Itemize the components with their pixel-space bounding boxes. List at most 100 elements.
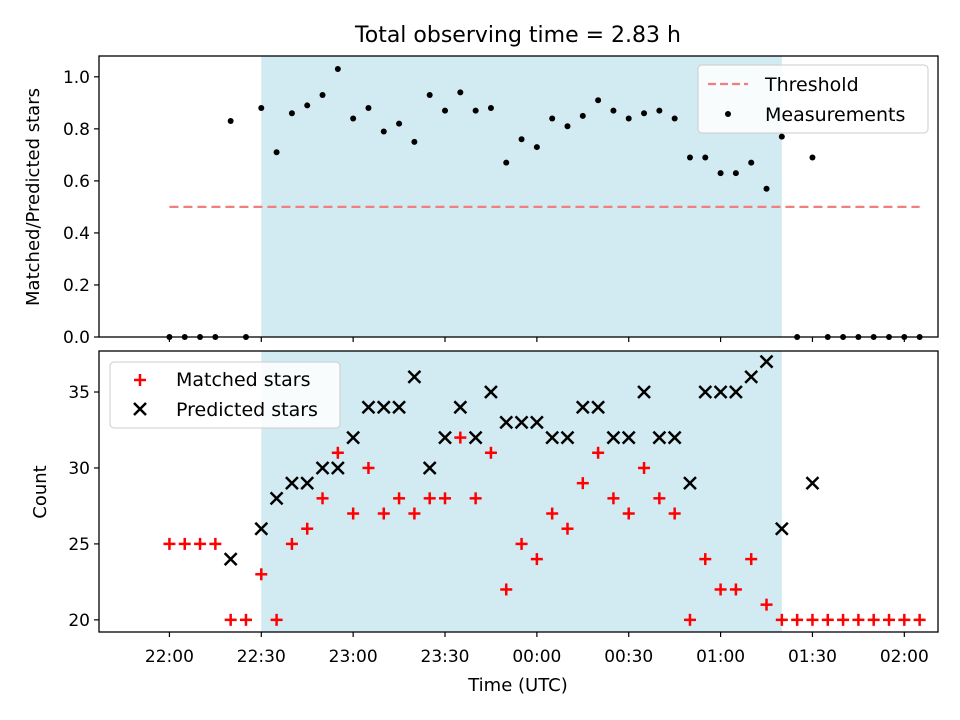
measurement-point xyxy=(334,66,341,73)
top-panel: 0.0 0.2 0.4 0.6 0.8 1.0 Matched/Predicted sta… xyxy=(23,55,939,348)
y-tick-label: 0.8 xyxy=(63,120,90,140)
predicted-stars-point xyxy=(774,521,789,536)
x-tick-label: 22:00 xyxy=(145,647,194,667)
y-tick-label: 30 xyxy=(68,459,90,479)
predicted-stars-point xyxy=(560,430,575,445)
matched-stars-point xyxy=(729,583,742,596)
measurement-point xyxy=(763,185,770,192)
matched-stars-point xyxy=(454,431,467,444)
matched-stars-point xyxy=(546,507,559,520)
legend-measurements-label: Measurements xyxy=(765,104,905,126)
measurement-point xyxy=(503,159,510,166)
matched-stars-point xyxy=(883,613,896,626)
measurement-point xyxy=(396,120,403,127)
measurement-point xyxy=(717,170,724,177)
top-plot-frame xyxy=(98,55,939,338)
measurement-point xyxy=(564,123,571,130)
predicted-stars-point xyxy=(330,461,345,475)
matched-stars-point xyxy=(439,492,452,505)
matched-stars-point xyxy=(209,537,222,550)
matched-stars-point xyxy=(484,446,497,459)
top-y-ticks: 0.0 0.2 0.4 0.6 0.8 1.0 xyxy=(63,68,905,348)
measurement-point xyxy=(656,107,663,114)
predicted-stars-point xyxy=(407,369,422,384)
bottom-shaded-span xyxy=(261,351,782,632)
measurement-point xyxy=(579,112,586,119)
matched-stars-point xyxy=(301,522,314,535)
top-legend: Threshold Measurements xyxy=(697,64,929,134)
bottom-plot-frame xyxy=(98,350,939,633)
matched-stars-point xyxy=(653,492,666,505)
y-tick-label: 0.2 xyxy=(63,276,90,296)
count-points xyxy=(163,354,926,626)
matched-stars-point xyxy=(255,568,268,581)
matched-stars-point xyxy=(423,492,436,505)
legend-predicted-swatch xyxy=(133,402,147,416)
x-tick-label: 01:30 xyxy=(788,647,837,667)
matched-stars-point xyxy=(745,553,758,566)
matched-stars-point xyxy=(714,583,727,596)
x-axis-label: Time (UTC) xyxy=(467,675,568,696)
predicted-stars-point xyxy=(545,430,560,445)
predicted-stars-point xyxy=(637,385,651,399)
predicted-stars-point xyxy=(514,415,529,430)
predicted-stars-point xyxy=(805,476,820,491)
matched-stars-point xyxy=(239,613,252,626)
legend-measurements-swatch xyxy=(725,111,731,117)
measurement-point xyxy=(442,107,449,114)
predicted-stars-point xyxy=(468,430,483,445)
measurement-point xyxy=(641,110,648,117)
y-tick-label: 20 xyxy=(68,611,90,631)
measurement-point xyxy=(595,97,602,104)
predicted-stars-point xyxy=(285,476,299,491)
predicted-stars-point xyxy=(315,461,330,475)
y-tick-label: 0.0 xyxy=(63,328,90,348)
matched-stars-point xyxy=(469,492,482,505)
measurement-point xyxy=(426,92,433,99)
measurement-point xyxy=(472,107,479,114)
measurement-point xyxy=(533,144,540,151)
predicted-stars-point xyxy=(269,491,284,506)
matched-stars-point xyxy=(500,583,513,596)
measurement-point xyxy=(227,118,234,125)
predicted-stars-point xyxy=(529,415,544,430)
x-tick-label: 23:30 xyxy=(421,647,470,667)
matched-stars-point xyxy=(163,537,176,550)
matched-stars-point xyxy=(607,492,620,505)
measurement-point xyxy=(304,102,311,109)
matched-stars-point xyxy=(178,537,191,550)
matched-stars-point xyxy=(316,492,329,505)
matched-stars-point xyxy=(699,553,712,566)
matched-stars-point xyxy=(867,613,880,626)
x-tick-label: 00:00 xyxy=(512,647,561,667)
top-legend-box xyxy=(697,64,929,134)
x-tick-label: 01:00 xyxy=(696,647,745,667)
predicted-stars-point xyxy=(438,430,452,445)
predicted-stars-point xyxy=(392,400,406,415)
matched-stars-point xyxy=(408,507,421,520)
measurement-point xyxy=(288,110,295,117)
measurement-point xyxy=(457,89,464,96)
matched-stars-point xyxy=(638,461,651,474)
measurement-point xyxy=(518,136,525,143)
matched-stars-point xyxy=(347,507,360,520)
matched-stars-point xyxy=(913,613,926,626)
predicted-stars-point xyxy=(346,430,361,445)
matched-stars-point xyxy=(377,507,390,520)
bottom-legend-box xyxy=(109,361,341,429)
matched-stars-point xyxy=(668,507,681,520)
predicted-stars-point xyxy=(453,400,468,415)
measurement-point xyxy=(778,133,785,140)
predicted-stars-point xyxy=(254,521,269,536)
top-y-axis-label: Matched/Predicted stars xyxy=(23,88,44,306)
legend-matched-swatch xyxy=(134,374,146,386)
predicted-stars-point xyxy=(300,476,315,491)
matched-stars-point xyxy=(285,537,298,550)
predicted-stars-point xyxy=(376,400,391,415)
predicted-stars-point xyxy=(361,400,376,415)
legend-predicted-label: Predicted stars xyxy=(176,399,318,421)
top-shaded-span xyxy=(261,56,782,337)
x-tick-label: 02:00 xyxy=(880,647,929,667)
predicted-stars-point xyxy=(621,430,636,445)
predicted-stars-point xyxy=(499,415,514,430)
